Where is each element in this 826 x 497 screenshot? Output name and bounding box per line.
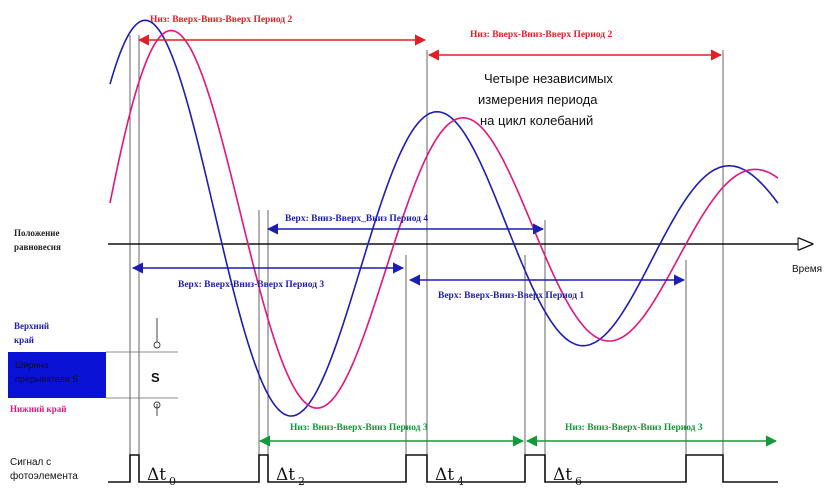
- svg-text:Δt: Δt: [147, 465, 166, 485]
- signal-label-1: Сигнал с: [10, 457, 51, 468]
- red-period-label-left: Низ: Вверх-Вниз-Вверх Период 2: [150, 15, 292, 25]
- svg-text:Δt: Δt: [553, 465, 572, 485]
- svg-text:6: 6: [575, 475, 582, 488]
- upper-edge-label-2: край: [14, 335, 34, 345]
- green-period-label-left: Низ: Вниз-Вверх-Вниз Период 3: [290, 423, 428, 433]
- dt-label-2: Δt 2: [276, 465, 305, 488]
- svg-text:Δt: Δt: [276, 465, 295, 485]
- dt-label-0: Δt 0: [147, 465, 176, 488]
- svg-text:2: 2: [298, 475, 305, 488]
- equilibrium-label-1: Положение: [14, 228, 59, 238]
- green-period-label-right: Низ: Вниз-Вверх-Вниз Период 3: [565, 423, 703, 433]
- note-line-1: Четыре независимых: [484, 71, 613, 86]
- note-line-2: измерения периода: [478, 92, 598, 107]
- upper-edge-label-1: Верхний: [14, 321, 49, 331]
- lower-edge-curve: [109, 29, 779, 409]
- signal-label-2: фотоэлемента: [10, 470, 78, 482]
- time-axis-label: Время: [792, 264, 822, 275]
- svg-text:4: 4: [457, 475, 464, 488]
- svg-text:0: 0: [169, 475, 176, 488]
- blue-period-label-upper: Верх: Вниз-Вверх_Вниз Период 4: [285, 214, 428, 224]
- sensor-block-label-2: прерывателя S: [15, 374, 78, 384]
- equilibrium-label-2: равновесия: [14, 242, 61, 252]
- blue-period-label-lower-right: Верх: Вверх-Вниз-Вверх Период 1: [438, 291, 584, 301]
- sensor-edge-lines: [106, 351, 178, 399]
- red-period-label-right: Низ: Вверх-Вниз-Вверх Период 2: [470, 30, 612, 40]
- vertical-guides: [129, 35, 724, 482]
- sensor-block: [8, 352, 106, 398]
- lower-edge-label: Нижний край: [10, 404, 66, 414]
- svg-text:Δt: Δt: [435, 465, 454, 485]
- note-line-3: на цикл колебаний: [480, 113, 593, 128]
- s-dimension: [153, 318, 161, 416]
- photocell-signal: [108, 454, 778, 483]
- blue-period-label-lower-left: Верх: Вверх-Вниз-Вверх Период 3: [178, 280, 324, 290]
- s-label: S: [151, 370, 160, 385]
- sensor-block-label-1: Ширина: [15, 360, 48, 370]
- upper-edge-curve: [109, 19, 779, 417]
- dt-label-4: Δt 4: [435, 465, 464, 488]
- dt-label-6: Δt 6: [553, 465, 582, 488]
